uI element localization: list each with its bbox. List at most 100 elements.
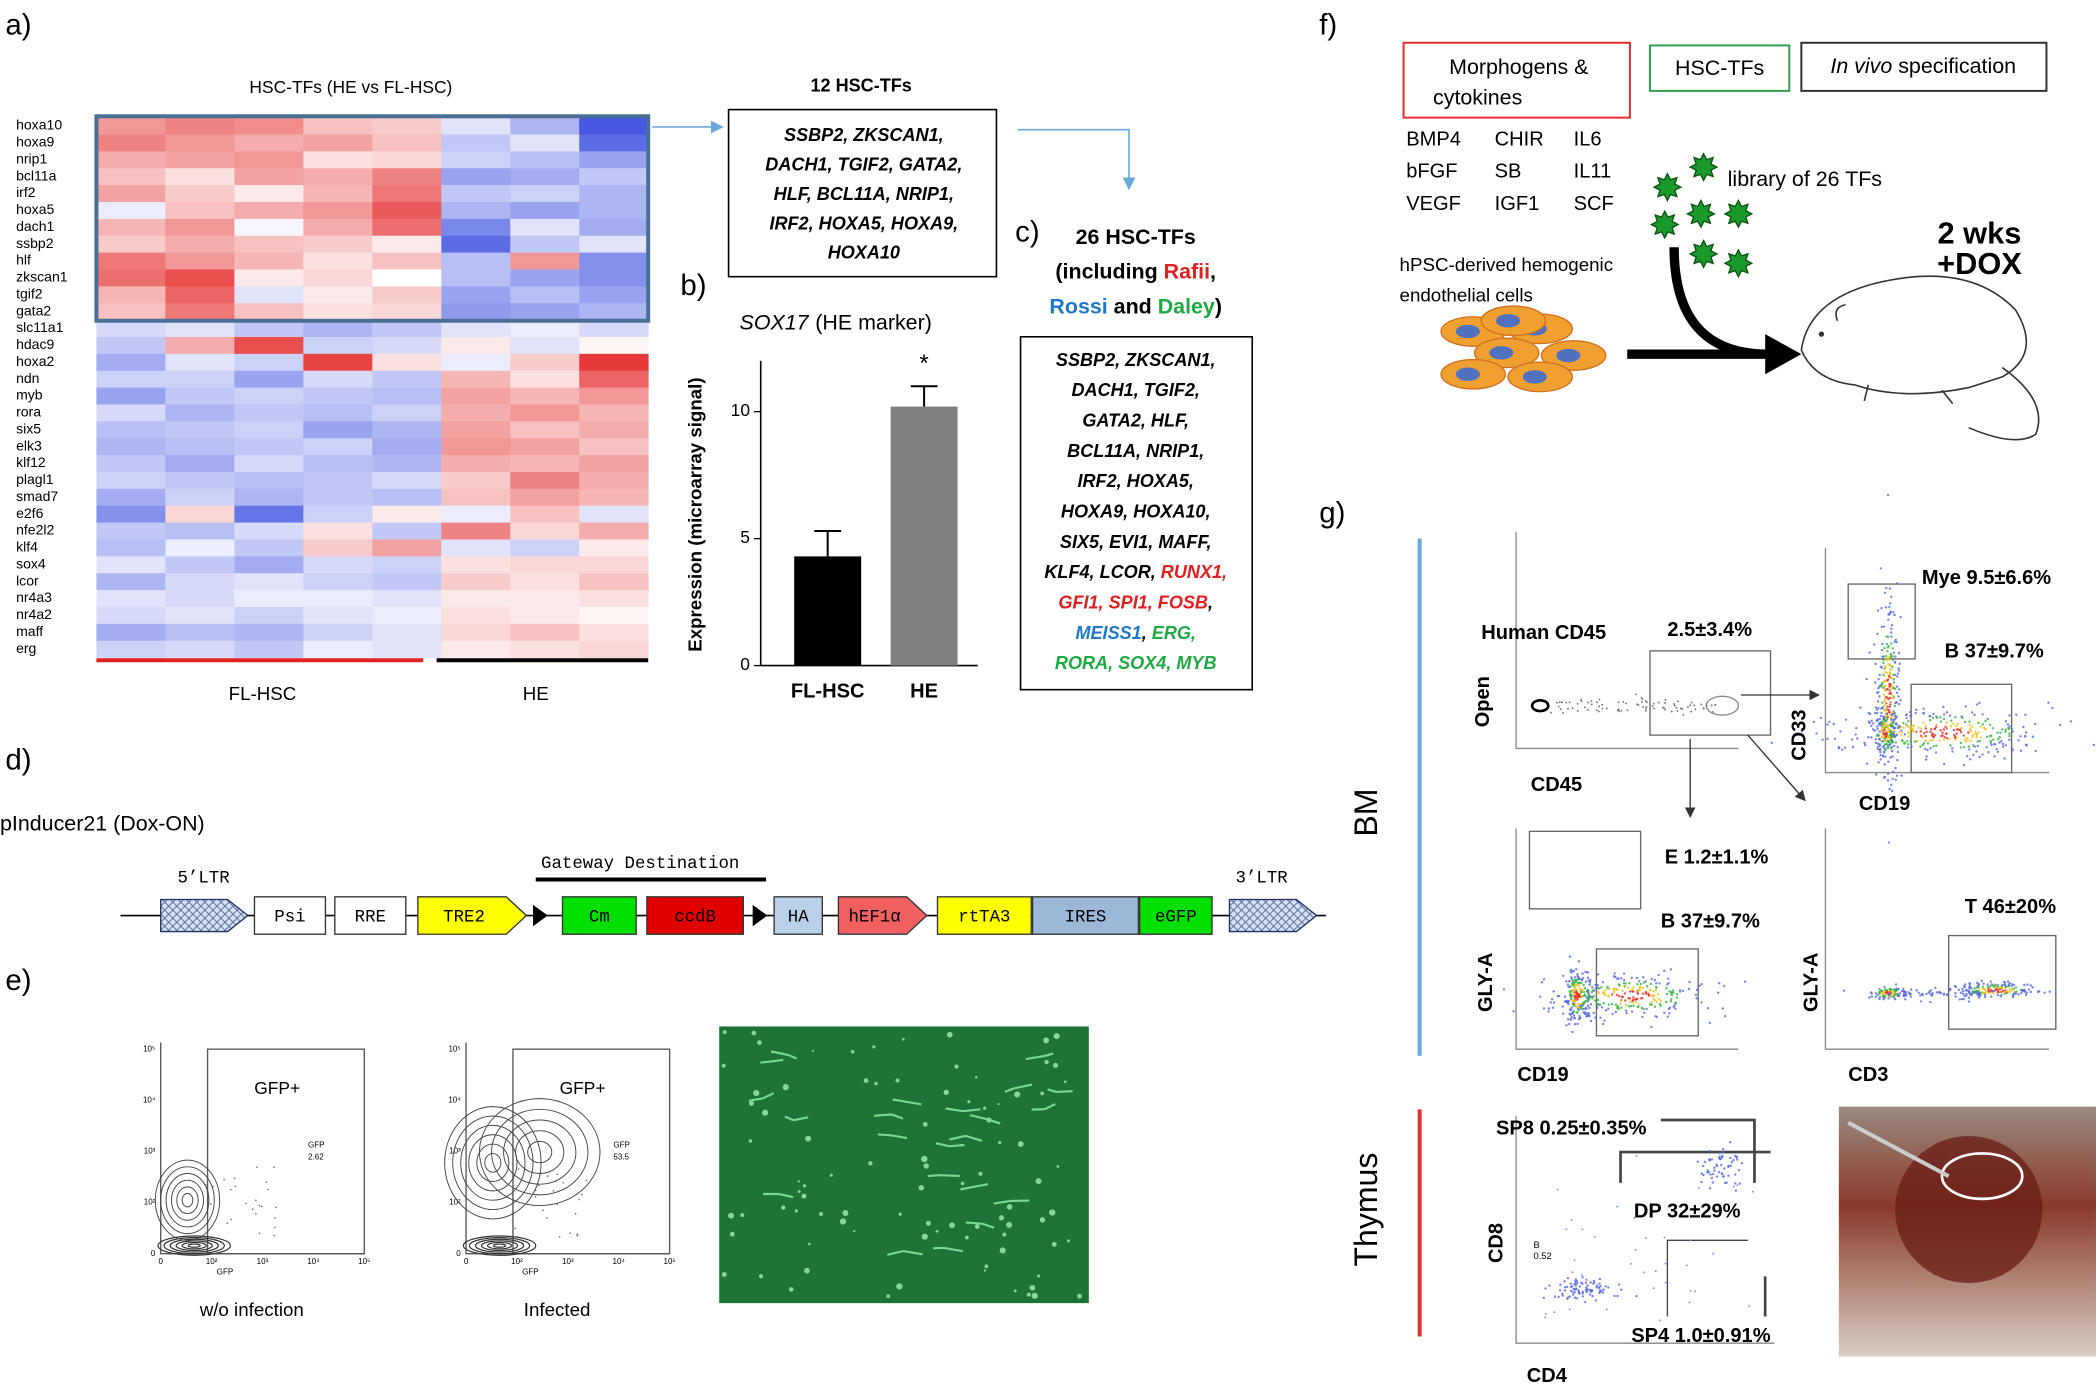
event <box>1880 740 1883 743</box>
event <box>1867 736 1870 739</box>
event <box>1572 1293 1575 1296</box>
event <box>1713 1166 1716 1169</box>
cell-body <box>949 1134 983 1142</box>
element-label: RRE <box>355 908 386 927</box>
event <box>1644 990 1648 994</box>
event <box>1888 587 1892 590</box>
event <box>1666 983 1669 986</box>
event <box>1828 720 1831 724</box>
event <box>1565 701 1568 704</box>
event <box>1970 711 1974 714</box>
event <box>1993 755 1996 758</box>
event <box>1885 993 1889 996</box>
event <box>1882 661 1885 665</box>
heatmap-cell <box>165 488 235 507</box>
event <box>1552 1001 1556 1004</box>
x-tick-label: 10² <box>206 1257 218 1266</box>
heatmap-cell <box>234 522 304 540</box>
event <box>1970 725 1974 729</box>
axis-label: CD33 <box>1788 709 1810 760</box>
event <box>1720 1157 1723 1160</box>
gene-label: myb <box>16 387 43 403</box>
gate <box>1619 1150 1771 1183</box>
event <box>1976 984 1980 988</box>
event <box>1656 992 1660 996</box>
event <box>1888 663 1891 666</box>
gate-label: T 46±20% <box>1965 896 2057 918</box>
contour <box>1530 699 1550 713</box>
contour <box>503 1119 577 1185</box>
event <box>1624 1009 1628 1012</box>
event <box>1561 1294 1564 1297</box>
cell-dot <box>753 1090 760 1097</box>
contour <box>175 1240 213 1252</box>
event <box>1639 986 1643 989</box>
event <box>1578 977 1581 980</box>
event <box>1642 976 1645 979</box>
gate <box>1847 583 1916 660</box>
tf-segment: RORA, SOX4, MYB <box>1055 653 1217 673</box>
event <box>1722 984 1726 988</box>
event <box>1981 713 1984 716</box>
event <box>1586 1284 1589 1287</box>
heatmap-cell <box>234 336 304 355</box>
event <box>1887 613 1891 616</box>
tf-line: KLF4, LCOR, RUNX1, <box>1044 562 1227 582</box>
event <box>1645 707 1647 710</box>
event <box>1591 986 1594 989</box>
event <box>1569 1289 1573 1293</box>
event <box>1567 985 1570 989</box>
event <box>2008 734 2011 738</box>
event <box>1880 991 1883 994</box>
event <box>1961 990 1965 993</box>
event <box>1889 696 1892 700</box>
event <box>1881 701 1884 704</box>
event <box>1572 1014 1576 1017</box>
event <box>1892 731 1895 734</box>
ltr-label: 3’LTR <box>1236 870 1288 889</box>
event <box>1688 980 1691 984</box>
cell-dot <box>1013 1289 1017 1293</box>
event <box>1584 970 1587 974</box>
event <box>1982 982 1985 985</box>
event <box>1629 990 1632 993</box>
tf-icon <box>1652 172 1683 202</box>
plot-axes <box>1515 531 1739 750</box>
event <box>1883 647 1886 650</box>
gene-label: hoxa5 <box>16 201 54 217</box>
event <box>1919 1000 1923 1003</box>
event <box>516 1235 519 1238</box>
event <box>1581 1290 1585 1293</box>
event <box>1977 988 1980 991</box>
event <box>1967 731 1970 734</box>
event <box>1875 719 1878 723</box>
cell-dot <box>811 1049 815 1052</box>
heatmap-cell <box>96 117 166 135</box>
event <box>1874 738 1877 741</box>
event <box>1641 1015 1644 1019</box>
event <box>2000 990 2003 994</box>
event <box>1895 685 1899 688</box>
event <box>1892 770 1895 774</box>
event <box>1672 1005 1675 1009</box>
tf-icon <box>1723 248 1754 279</box>
heatmap-cell <box>372 303 442 321</box>
factor: VEGF <box>1406 193 1461 215</box>
event <box>2004 728 2008 731</box>
event <box>1648 989 1652 992</box>
x-tick-label: 10³ <box>257 1257 269 1266</box>
y-tick-label: 10⁴ <box>143 1095 156 1104</box>
event <box>1572 989 1576 992</box>
event <box>1919 730 1922 733</box>
event <box>1934 725 1938 729</box>
gene-label: nr4a3 <box>16 589 52 605</box>
heatmap-cell <box>510 218 580 237</box>
event <box>1632 1004 1635 1008</box>
event <box>1927 991 1931 994</box>
event <box>1599 1016 1602 1019</box>
cell-dot <box>974 1224 980 1229</box>
event <box>1713 1169 1716 1172</box>
cell-body <box>935 1142 965 1148</box>
cell-dot <box>1035 1178 1042 1185</box>
